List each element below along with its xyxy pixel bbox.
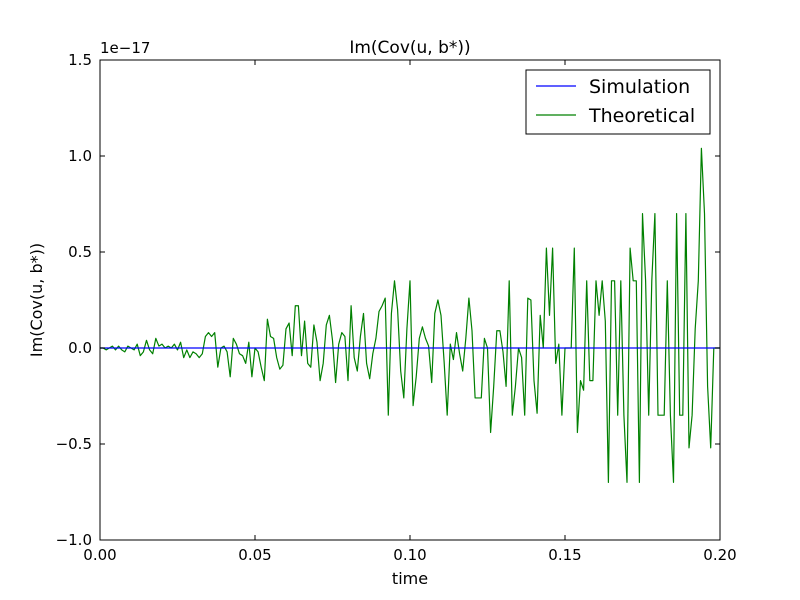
y-axis-label: Im(Cov(u, b*)) bbox=[27, 243, 46, 357]
legend: Simulation Theoretical bbox=[525, 69, 711, 135]
y-tick-label: 0.5 bbox=[68, 243, 92, 261]
y-tick-label: 1.5 bbox=[68, 51, 92, 69]
x-tick-label: 0.10 bbox=[393, 546, 426, 564]
x-tick-label: 0.00 bbox=[83, 546, 116, 564]
axis-offset-label: 1e−17 bbox=[100, 39, 150, 57]
x-tick-label: 0.05 bbox=[238, 546, 271, 564]
plot-frame bbox=[99, 59, 721, 541]
y-tick-label: −0.5 bbox=[56, 435, 92, 453]
legend-label-simulation: Simulation bbox=[589, 76, 690, 98]
chart-title: Im(Cov(u, b*)) bbox=[349, 38, 470, 58]
legend-box bbox=[525, 69, 711, 135]
x-tick-label: 0.20 bbox=[703, 546, 736, 564]
x-tick-label: 0.15 bbox=[548, 546, 581, 564]
tick-layer: 0.00 0.05 0.10 0.15 0.20 −1.0 −0.5 0.0 0.5 1.0 1.5 bbox=[56, 51, 737, 564]
x-axis-label: time bbox=[392, 569, 428, 588]
y-tick-label: −1.0 bbox=[56, 531, 92, 549]
legend-label-theoretical: Theoretical bbox=[588, 105, 695, 127]
y-tick-label: 0.0 bbox=[68, 339, 92, 357]
y-tick-label: 1.0 bbox=[68, 147, 92, 165]
series-layer bbox=[100, 147, 720, 483]
